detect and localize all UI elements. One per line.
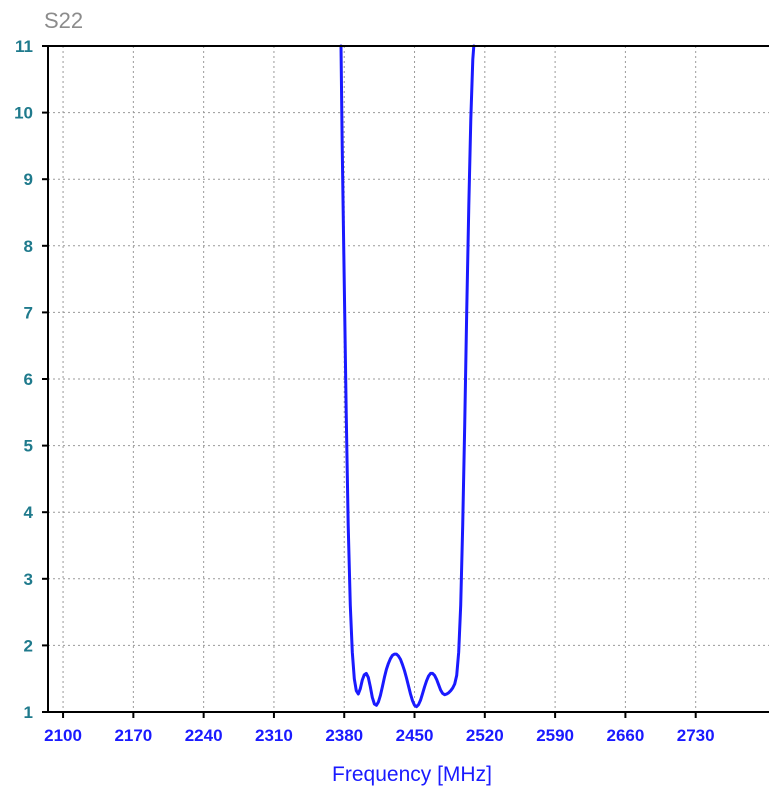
y-tick-label: 1 <box>24 703 33 722</box>
x-tick-label: 2100 <box>44 726 82 745</box>
x-tick-label: 2380 <box>325 726 363 745</box>
x-axis-ticks: 2100 2170 2240 2310 2380 2450 2520 2590 2660 2730 <box>44 712 715 745</box>
series-group <box>339 44 476 709</box>
x-tick-label: 2310 <box>255 726 293 745</box>
y-tick-label: 4 <box>24 503 34 522</box>
x-tick-label: 2520 <box>466 726 504 745</box>
y-tick-label: 9 <box>24 170 33 189</box>
x-tick-label: 2170 <box>114 726 152 745</box>
x-tick-label: 2450 <box>396 726 434 745</box>
axes <box>47 45 769 713</box>
x-tick-label: 2660 <box>606 726 644 745</box>
y-tick-label: 5 <box>24 437 33 456</box>
x-tick-label: 2240 <box>185 726 223 745</box>
chart-title: S22 <box>44 8 83 33</box>
y-tick-label: 8 <box>24 237 33 256</box>
grid <box>48 45 769 713</box>
y-tick-label: 6 <box>24 370 33 389</box>
x-tick-label: 2730 <box>677 726 715 745</box>
series-line <box>339 44 476 709</box>
y-tick-label: 10 <box>14 104 33 123</box>
y-tick-label: 2 <box>24 636 33 655</box>
y-tick-label: 7 <box>24 303 33 322</box>
y-tick-label: 3 <box>24 570 33 589</box>
y-tick-label: 11 <box>15 37 33 56</box>
x-axis-label: Frequency [MHz] <box>332 763 492 786</box>
y-axis-ticks: 1 2 3 4 5 6 7 8 9 10 11 <box>14 37 48 722</box>
x-tick-label: 2590 <box>536 726 574 745</box>
